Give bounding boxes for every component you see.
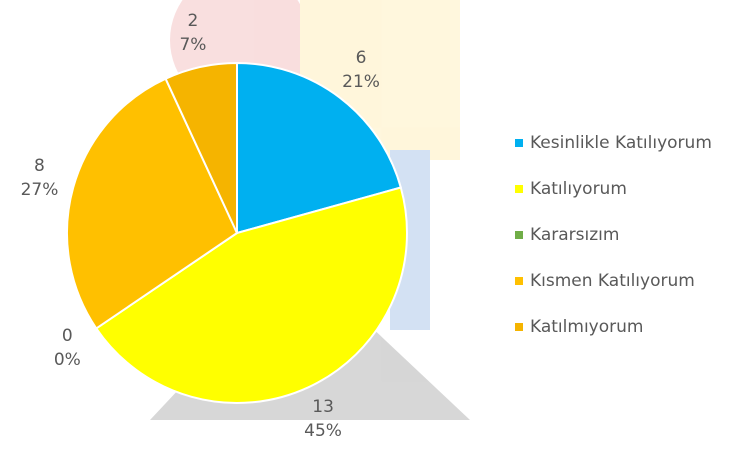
data-label-percent: 27% bbox=[21, 180, 59, 200]
legend-swatch bbox=[515, 139, 523, 147]
legend-label: Katılıyorum bbox=[530, 179, 627, 199]
data-label-percent: 21% bbox=[342, 72, 380, 92]
data-label-percent: 0% bbox=[54, 350, 81, 370]
data-label-count: 0 bbox=[62, 326, 73, 346]
pie-slice bbox=[236, 61, 403, 235]
legend-label: Katılmıyorum bbox=[530, 317, 643, 337]
legend-swatch bbox=[515, 185, 523, 193]
legend-swatch bbox=[515, 231, 523, 239]
legend-label: Kısmen Katılıyorum bbox=[530, 271, 695, 291]
pie-slice bbox=[66, 77, 239, 330]
legend-swatch bbox=[515, 323, 523, 331]
legend-swatch bbox=[515, 277, 523, 285]
data-label-count: 6 bbox=[356, 48, 367, 68]
data-label-percent: 7% bbox=[179, 35, 206, 55]
legend-label: Kesinlikle Katılıyorum bbox=[530, 133, 712, 153]
data-label-count: 13 bbox=[312, 397, 334, 417]
data-label-count: 8 bbox=[34, 156, 45, 176]
data-label-percent: 45% bbox=[304, 421, 342, 441]
pie-slice bbox=[164, 61, 238, 234]
data-label-count: 2 bbox=[188, 11, 199, 31]
pie-slice bbox=[94, 186, 408, 404]
legend-label: Kararsızım bbox=[530, 225, 619, 245]
